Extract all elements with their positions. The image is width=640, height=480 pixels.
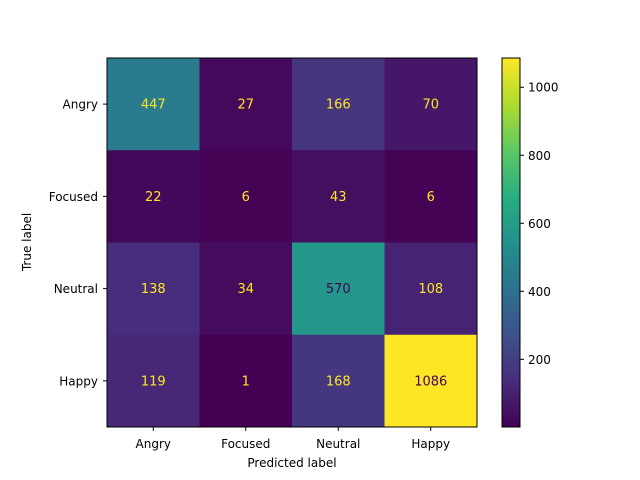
matrix-cell	[199, 58, 293, 151]
matrix-cell	[384, 334, 478, 428]
matrix-cell	[384, 242, 478, 336]
colorbar-tick-label: 800	[528, 149, 551, 163]
cell-value-label: 168	[326, 374, 351, 389]
cell-value-label: 34	[237, 282, 254, 297]
y-axis-ticks: Angry Focused Neutral Happy	[49, 98, 107, 388]
matrix-cell	[199, 334, 293, 428]
matrix-cells	[107, 58, 478, 428]
colorbar-tick-label: 600	[528, 217, 551, 231]
y-axis-label: True label	[20, 213, 34, 272]
matrix-cell	[292, 58, 385, 151]
cell-value-label: 43	[330, 190, 347, 205]
colorbar-tick-label: 1000	[528, 81, 559, 95]
plot-frame	[106, 57, 478, 428]
matrix-cell	[107, 58, 200, 151]
y-tick-label: Neutral	[54, 282, 98, 296]
cell-value-label: 108	[418, 282, 443, 297]
matrix-cell	[292, 334, 385, 428]
cell-value-label: 1086	[414, 374, 447, 389]
colorbar-tick-label: 200	[528, 353, 551, 367]
x-axis-ticks: Angry Focused Neutral Happy	[136, 427, 450, 451]
y-tick-label: Focused	[49, 190, 98, 204]
x-tick-label: Focused	[221, 437, 270, 451]
cell-value-label: 6	[242, 190, 250, 205]
y-tick-label: Angry	[63, 98, 98, 112]
matrix-cell	[292, 242, 385, 336]
matrix-cell	[107, 334, 200, 428]
cell-value-label: 447	[141, 98, 166, 113]
cell-value-labels: 447 27 166 70 22 6 43 6 138 34 570 108 119 1 168 1086	[141, 98, 447, 390]
cell-value-label: 6	[427, 190, 435, 205]
matrix-cell	[384, 150, 478, 243]
cell-value-label: 27	[237, 98, 254, 113]
cell-value-label: 22	[145, 190, 162, 205]
cell-value-label: 138	[141, 282, 166, 297]
matrix-cell	[292, 150, 385, 243]
colorbar	[501, 57, 521, 428]
x-tick-label: Angry	[136, 437, 171, 451]
x-tick-label: Happy	[411, 437, 450, 451]
colorbar-ticks: 200 400 600 800 1000	[520, 81, 559, 367]
x-axis-label: Predicted label	[247, 456, 336, 470]
y-tick-label: Happy	[59, 374, 98, 388]
matrix-cell	[199, 150, 293, 243]
cell-value-label: 166	[326, 98, 351, 113]
matrix-cell	[107, 242, 200, 336]
matrix-cell	[107, 150, 200, 243]
x-tick-label: Neutral	[316, 437, 360, 451]
cell-value-label: 119	[141, 374, 166, 389]
cell-value-label: 570	[326, 282, 351, 297]
colorbar-tick-label: 400	[528, 285, 551, 299]
cell-value-label: 1	[242, 374, 250, 389]
matrix-cell	[384, 58, 478, 151]
cell-value-label: 70	[422, 98, 439, 113]
matrix-cell	[199, 242, 293, 336]
